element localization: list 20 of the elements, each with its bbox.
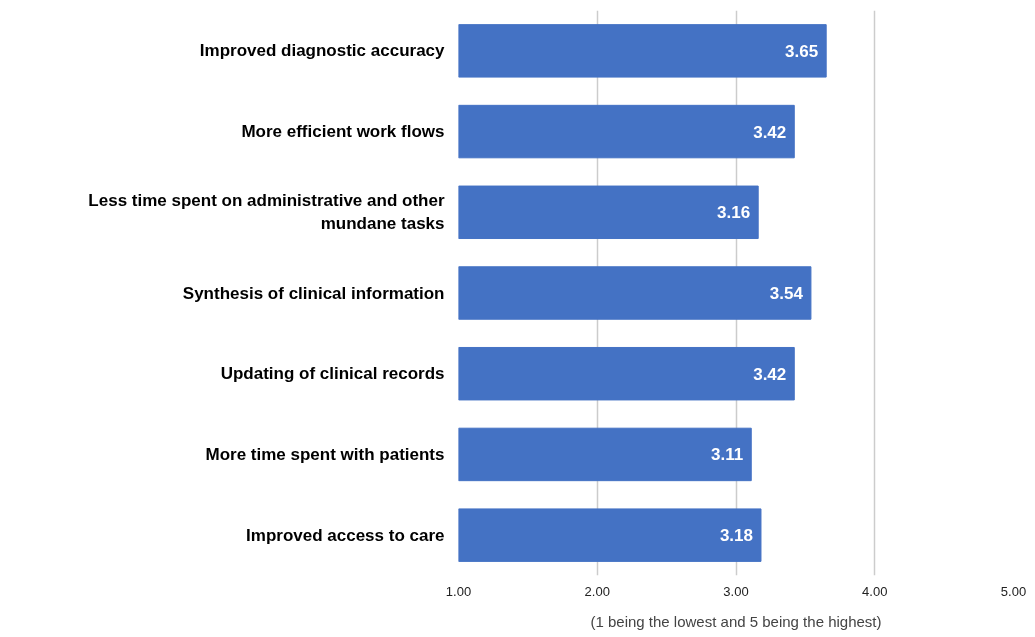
data-label: 3.65 — [785, 41, 819, 61]
data-label: 3.11 — [711, 445, 744, 465]
x-tick-label: 1.00 — [445, 583, 472, 599]
x-tick-label: 2.00 — [584, 583, 610, 599]
x-tick-label: 4.00 — [862, 583, 888, 599]
y-tick-label: Improved access to care — [246, 525, 445, 545]
y-tick-label: More time spent with patients — [205, 444, 445, 464]
data-label: 3.42 — [753, 122, 787, 142]
y-tick-label: Updating of clinical records — [220, 364, 445, 384]
data-label: 3.18 — [719, 526, 753, 546]
y-tick-label: Synthesis of clinical information — [182, 283, 445, 303]
y-tick-label: Improved diagnostic accuracy — [199, 41, 446, 61]
y-tick-label: More efficient work flows — [241, 122, 445, 142]
x-tick-label: 5.00 — [1000, 583, 1027, 599]
x-axis-title: (1 being the lowest and 5 being the highest) — [590, 612, 882, 630]
x-tick-label: 3.00 — [723, 583, 749, 599]
data-label: 3.16 — [717, 203, 751, 223]
data-label: 3.54 — [769, 284, 804, 303]
data-label: 3.42 — [753, 364, 787, 384]
y-tick-label: Less time spent on administrative and other mundane tasks — [88, 191, 445, 234]
